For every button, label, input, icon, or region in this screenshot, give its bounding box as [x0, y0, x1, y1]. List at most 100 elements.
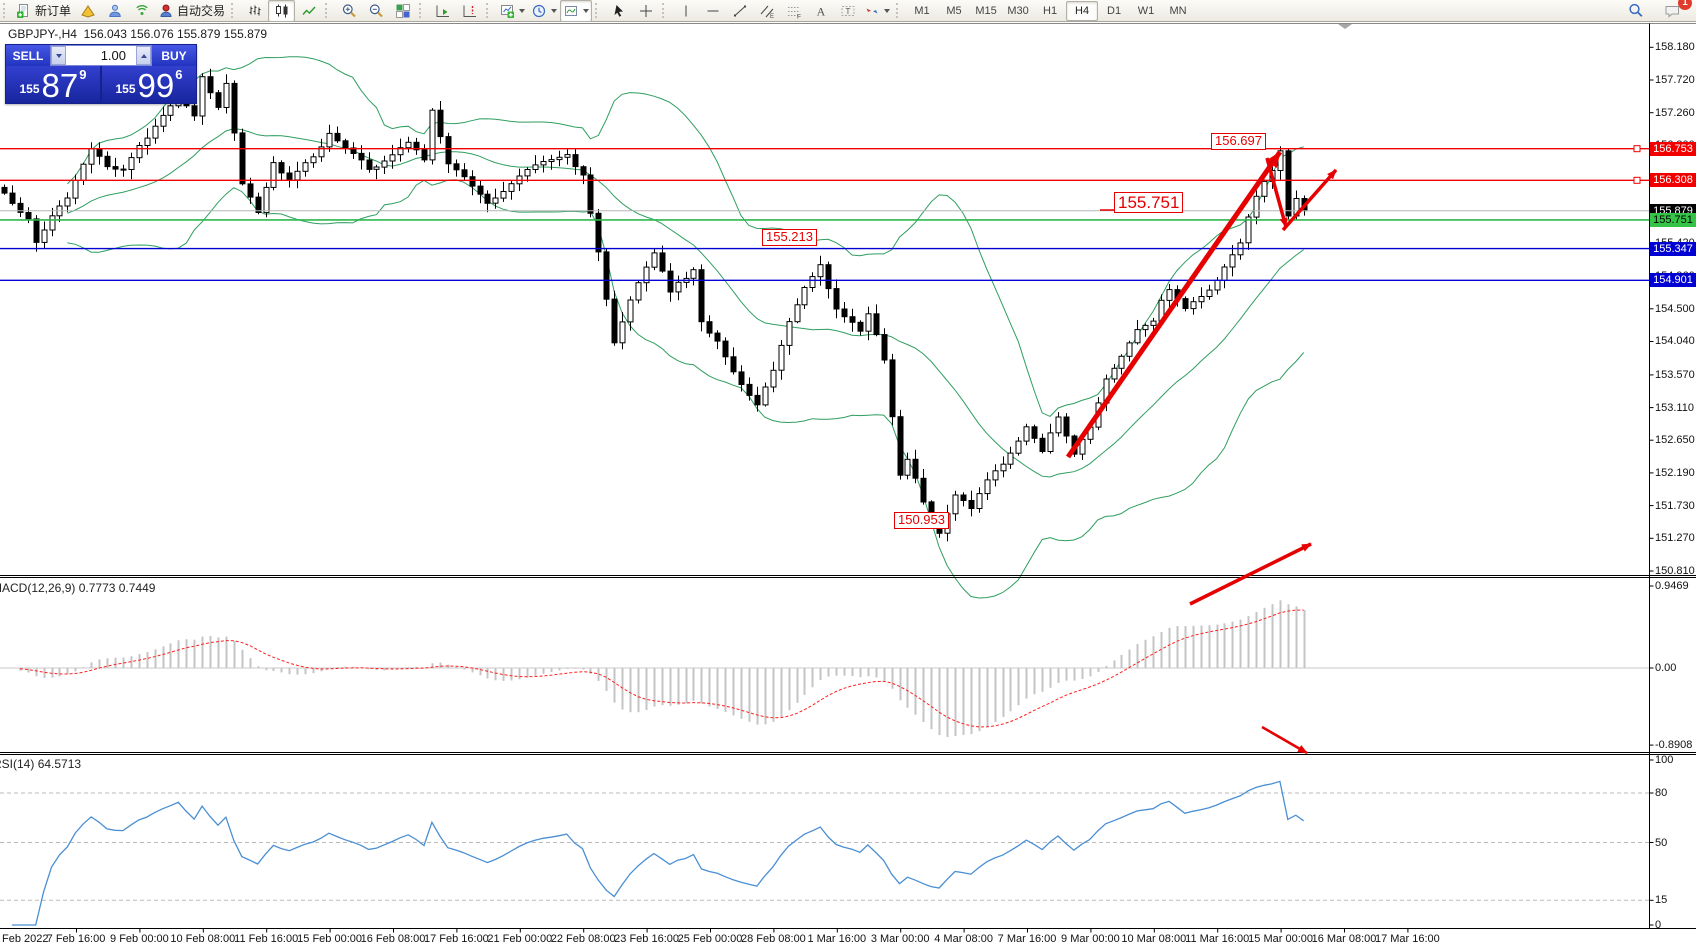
arrows-tool-button[interactable] [861, 0, 893, 22]
metaeditor-icon [80, 4, 95, 18]
line-chart-button[interactable] [295, 0, 322, 22]
bollinger-bands [67, 56, 1305, 599]
toolbar-grip [896, 3, 902, 18]
profiles-button[interactable] [528, 0, 560, 22]
horizontal-line-icon [707, 10, 719, 11]
tab-timeframe-w1[interactable]: W1 [1137, 4, 1155, 17]
tab-timeframe-mn[interactable]: MN [1169, 4, 1187, 17]
auto-scroll-button[interactable] [429, 0, 456, 22]
fibonacci-button[interactable]: F [780, 0, 807, 22]
text-label-button[interactable]: T [834, 0, 861, 22]
indicators-template-icon [565, 5, 578, 16]
equidistant-channel-icon: E [760, 5, 774, 19]
chart-annotation-label[interactable]: 155.751 [1114, 192, 1184, 214]
cursor-button[interactable] [605, 0, 632, 22]
zoom-in-button[interactable] [335, 0, 362, 22]
volume-increase-button[interactable] [136, 46, 151, 65]
text-button[interactable]: A [807, 0, 834, 22]
auto-scroll-icon [436, 5, 449, 17]
candlestick-chart-button[interactable] [268, 0, 296, 22]
zoom-out-icon [369, 3, 383, 17]
metaeditor-button[interactable] [74, 0, 101, 22]
new-order-label: 新订单 [35, 4, 72, 18]
buy-price-prefix: 155 [115, 82, 136, 96]
toolbar: 新订单 自动交易 [0, 0, 1696, 22]
zoom-in-icon [342, 3, 356, 17]
volume-decrease-button[interactable] [51, 46, 66, 65]
bar-chart-button[interactable] [241, 0, 268, 22]
chart-annotation-label[interactable]: 155.213 [762, 229, 817, 246]
search-button[interactable] [1622, 0, 1649, 22]
signals-button[interactable] [128, 0, 155, 22]
chart-shift-icon [463, 5, 476, 17]
tile-windows-icon [395, 3, 410, 18]
trendline-button[interactable] [726, 0, 753, 22]
tab-timeframe-m30[interactable]: M30 [1007, 4, 1029, 17]
chevron-down-icon [884, 8, 891, 13]
macd-signal-line [19, 609, 1304, 728]
chart-annotation-label[interactable]: 156.697 [1211, 133, 1266, 150]
horizontal-line-button[interactable] [699, 0, 726, 22]
tab-timeframe-m1[interactable]: M1 [914, 4, 930, 17]
crosshair-icon [639, 4, 652, 17]
tab-timeframe-h4[interactable]: H4 [1066, 0, 1099, 21]
sell-price-prefix: 155 [19, 82, 40, 96]
trend-arrows[interactable] [1065, 150, 1338, 755]
tab-timeframe-m15[interactable]: M15 [975, 4, 997, 17]
autotrading-label: 自动交易 [177, 4, 226, 18]
chat-button[interactable]: 1 [1659, 0, 1692, 22]
new-order-icon [17, 3, 28, 18]
chevron-down-icon [519, 8, 526, 13]
buy-price-big: 99 [137, 67, 175, 104]
toolbar-grip [419, 3, 425, 18]
zoom-out-button[interactable] [362, 0, 389, 22]
candles [1, 68, 1308, 542]
volume-input[interactable] [66, 46, 136, 65]
new-order-button[interactable]: 新订单 [13, 0, 74, 22]
new-chart-button[interactable] [496, 0, 528, 22]
signals-icon [135, 4, 148, 15]
line-chart-icon [302, 6, 316, 15]
sell-price[interactable]: 155 87 9 [6, 66, 100, 103]
sell-button[interactable]: SELL [6, 45, 50, 66]
arrows-tool-icon [866, 8, 878, 13]
buy-button[interactable]: BUY [152, 45, 196, 66]
toolbar-grip [595, 3, 601, 18]
chart-shift-marker[interactable] [1338, 24, 1352, 29]
bar-chart-icon [249, 5, 261, 15]
indicators-template-button[interactable] [560, 0, 593, 22]
vertical-line-button[interactable] [672, 0, 699, 22]
sell-price-big: 87 [41, 67, 79, 104]
toolbar-grip [3, 3, 9, 18]
toolbar-grip [231, 3, 237, 18]
svg-text:A: A [816, 4, 825, 18]
trendline-icon [733, 5, 746, 16]
tab-timeframe-m5[interactable]: M5 [946, 4, 962, 17]
svg-text:F: F [797, 13, 801, 19]
tab-timeframe-h1[interactable]: H1 [1043, 4, 1058, 17]
autotrading-button[interactable]: 自动交易 [155, 0, 228, 22]
notification-badge: 1 [1678, 0, 1692, 10]
tile-windows-button[interactable] [389, 0, 416, 22]
buy-price[interactable]: 155 99 6 [102, 66, 196, 103]
tab-timeframe-d1[interactable]: D1 [1107, 4, 1122, 17]
chart-shift-button[interactable] [456, 0, 483, 22]
search-icon [1628, 3, 1642, 17]
text-label-icon: T [841, 5, 855, 16]
rsi-line [11, 780, 1305, 926]
chevron-down-icon [583, 8, 590, 13]
candlestick-chart-icon [275, 4, 288, 17]
strategy-tester-button[interactable] [101, 0, 128, 22]
toolbar-grip [325, 3, 331, 18]
chart-annotation-label[interactable]: 150.953 [894, 512, 949, 529]
text-icon: A [816, 4, 825, 18]
autotrading-icon [160, 4, 172, 17]
profiles-clock-icon [532, 4, 546, 17]
crosshair-button[interactable] [632, 0, 659, 22]
new-chart-icon [501, 4, 515, 18]
equidistant-channel-button[interactable]: E [753, 0, 780, 22]
horizontal-price-lines[interactable] [0, 145, 1650, 281]
